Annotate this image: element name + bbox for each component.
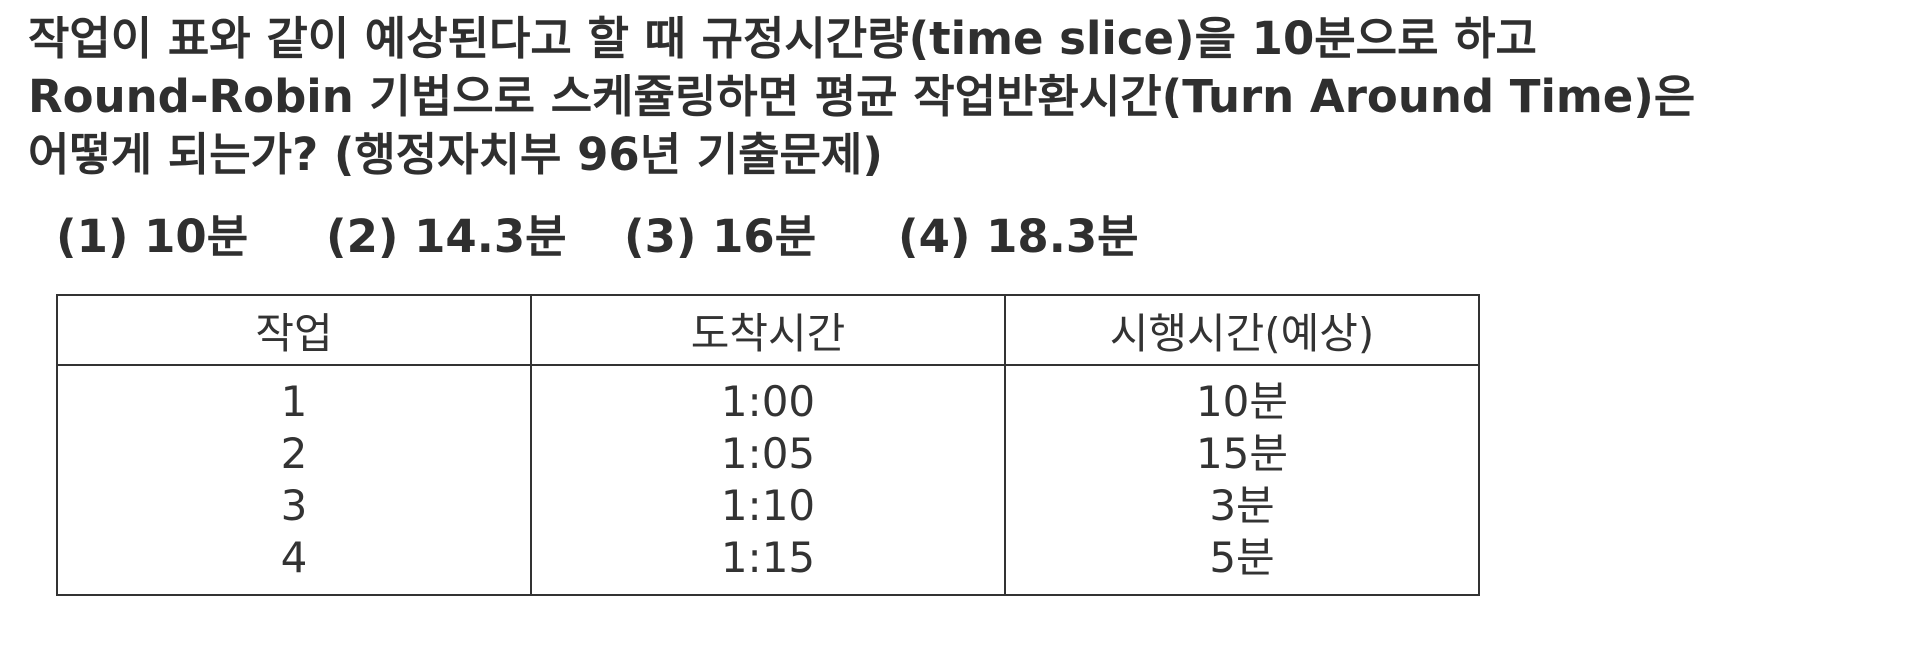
runtime: 5분 bbox=[1209, 533, 1275, 582]
choice-3: (3) 16분 bbox=[624, 210, 817, 263]
job-id: 3 bbox=[280, 481, 308, 530]
arrival-time: 1:15 bbox=[720, 533, 816, 582]
question-line-2: Round-Robin 기법으로 스케쥴링하면 평균 작업반환시간(Turn A… bbox=[28, 70, 1696, 123]
arrival-time: 1:05 bbox=[720, 429, 816, 478]
header-runtime: 시행시간(예상) bbox=[1004, 295, 1479, 366]
job-id: 2 bbox=[280, 429, 308, 478]
runtime: 10분 bbox=[1195, 377, 1289, 426]
arrival-time: 1:10 bbox=[720, 481, 816, 530]
job-id: 1 bbox=[280, 377, 308, 426]
table-body-row: 1 2 3 4 1:00 1:05 1:10 1:15 10분 15분 3분 5… bbox=[57, 365, 1479, 595]
runtime: 15분 bbox=[1195, 429, 1289, 478]
question-line-3: 어떻게 되는가? (행정자치부 96년 기출문제) bbox=[28, 128, 883, 181]
question-text: 작업이 표와 같이 예상된다고 할 때 규정시간량(time slice)을 1… bbox=[28, 10, 1888, 184]
table-header-row: 작업 도착시간 시행시간(예상) bbox=[57, 295, 1479, 366]
arrival-time: 1:00 bbox=[720, 377, 816, 426]
job-column: 1 2 3 4 bbox=[57, 365, 531, 595]
choice-4: (4) 18.3분 bbox=[898, 210, 1139, 263]
choice-1: (1) 10분 bbox=[56, 210, 249, 263]
job-table: 작업 도착시간 시행시간(예상) 1 2 3 4 1:00 1:05 1:10 … bbox=[56, 294, 1480, 596]
job-id: 4 bbox=[280, 533, 308, 582]
runtime: 3분 bbox=[1209, 481, 1275, 530]
runtime-column: 10분 15분 3분 5분 bbox=[1004, 365, 1479, 595]
arrival-column: 1:00 1:05 1:10 1:15 bbox=[530, 365, 1005, 595]
question-line-1: 작업이 표와 같이 예상된다고 할 때 규정시간량(time slice)을 1… bbox=[28, 12, 1537, 65]
header-job: 작업 bbox=[57, 295, 531, 366]
choice-2: (2) 14.3분 bbox=[326, 210, 567, 263]
header-arrival-time: 도착시간 bbox=[530, 295, 1005, 366]
